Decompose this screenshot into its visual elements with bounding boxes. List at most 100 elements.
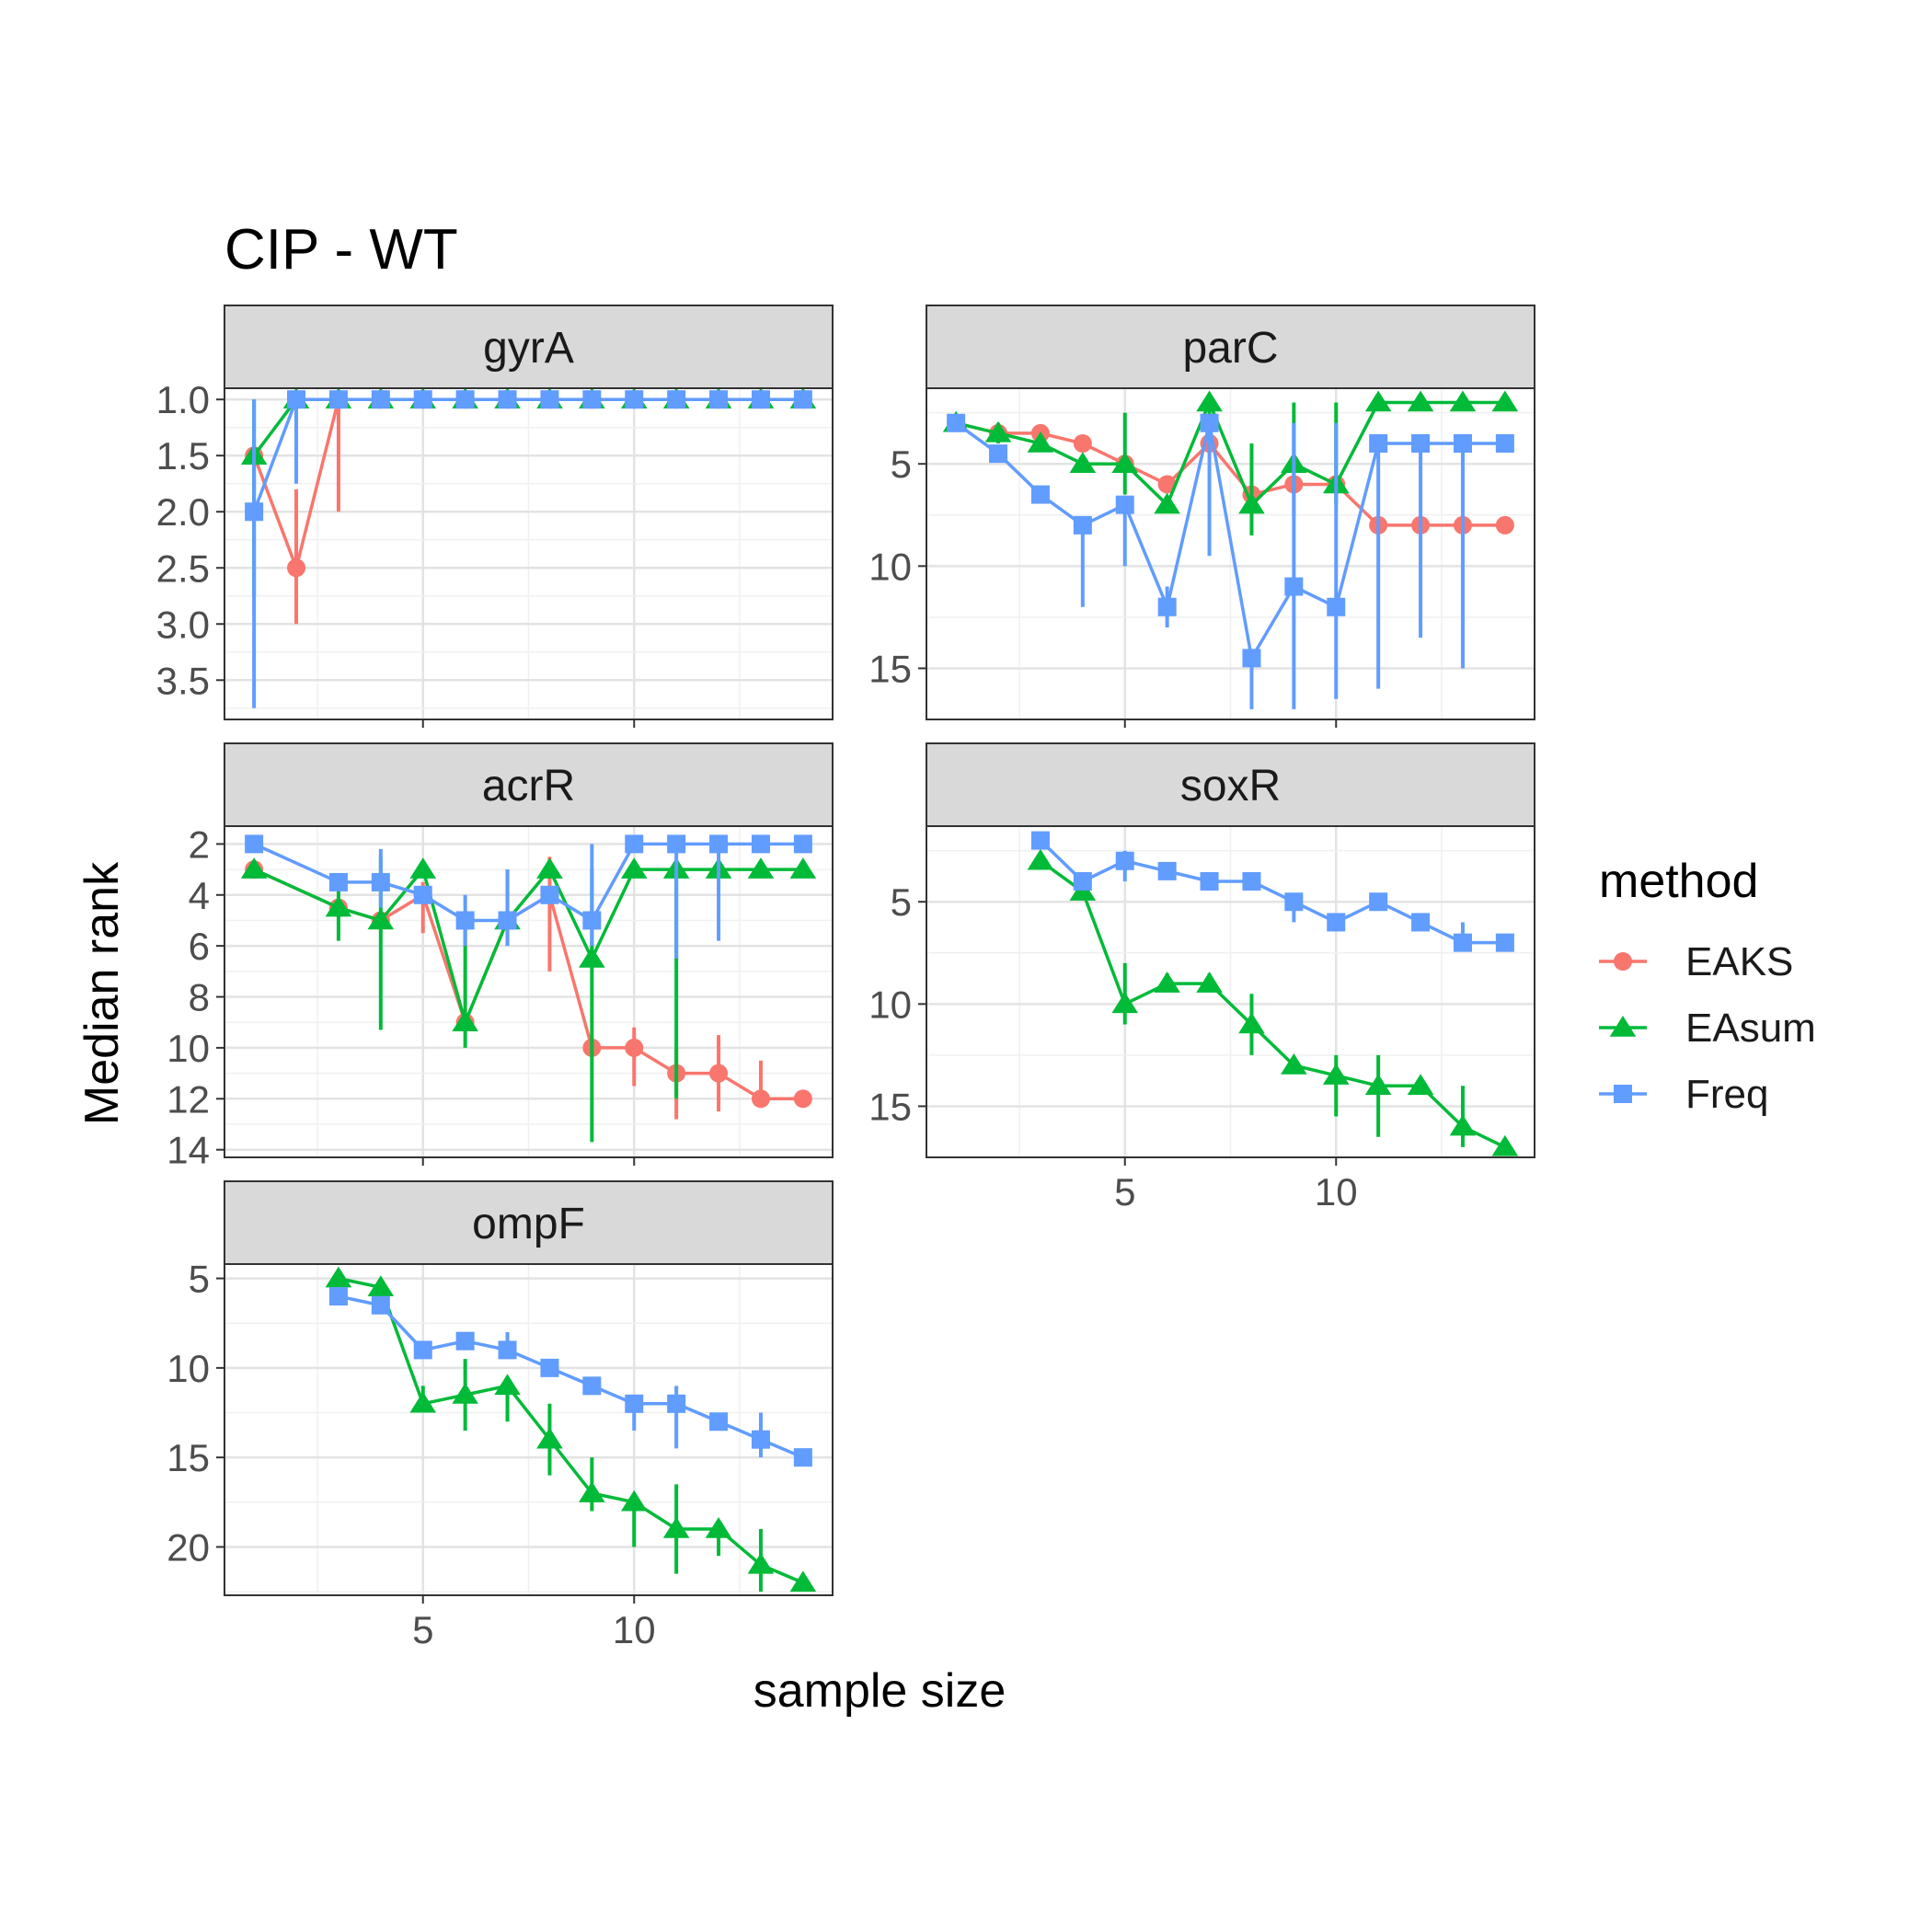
data-point-Freq <box>709 834 729 854</box>
data-point-EAKS <box>287 558 306 578</box>
data-point-EAsum <box>1364 1074 1392 1095</box>
x-tick-label: 5 <box>1114 1170 1135 1213</box>
y-tick-label: 2 <box>189 822 210 866</box>
data-point-EAsum <box>1196 390 1223 412</box>
data-point-EAsum <box>1111 992 1139 1014</box>
data-point-EAsum <box>1196 972 1223 993</box>
panel-acrR: acrR 2 4 6 8 10 12 14 <box>167 742 834 1172</box>
data-point-Freq <box>328 872 348 891</box>
strip-label-ompF: ompF <box>472 1200 585 1248</box>
legend-key-marker <box>1614 952 1632 971</box>
data-point-EAsum <box>579 947 605 968</box>
data-point-Freq <box>582 1376 602 1396</box>
data-point-Freq <box>1157 861 1177 880</box>
plot-content-soxR <box>926 826 1535 1157</box>
panel-soxR: soxR 5 10 15 5 10 <box>868 742 1535 1213</box>
data-point-EAKS <box>793 1089 812 1109</box>
panel-ompF: ompF 5 10 15 20 5 10 <box>167 1180 834 1651</box>
data-point-EAsum <box>1281 1053 1307 1075</box>
data-point-Freq <box>1327 913 1346 932</box>
data-point-EAsum <box>984 420 1012 443</box>
plot-content-acrR <box>224 826 833 1157</box>
data-point-Freq <box>328 1287 348 1306</box>
data-point-Freq <box>582 390 602 409</box>
data-point-Freq <box>328 390 348 409</box>
data-point-Freq <box>245 834 264 854</box>
data-point-Freq <box>989 444 1008 464</box>
data-point-EAsum <box>1154 972 1180 993</box>
legend-key-marker <box>1614 1085 1632 1103</box>
data-point-Freq <box>709 390 729 409</box>
x-tick-label: 5 <box>412 1608 433 1651</box>
data-point-Freq <box>667 1394 686 1413</box>
data-point-Freq <box>1495 434 1514 453</box>
data-point-Freq <box>1453 933 1472 952</box>
x-tick-label: 10 <box>613 1608 656 1651</box>
data-point-EAsum <box>705 1517 732 1538</box>
data-point-EAsum <box>367 908 395 930</box>
data-point-Freq <box>413 885 432 904</box>
data-point-Freq <box>540 390 559 409</box>
data-point-Freq <box>667 390 686 409</box>
data-point-Freq <box>947 413 966 432</box>
y-tick-label: 12 <box>167 1077 210 1121</box>
data-point-EAKS <box>751 1089 770 1109</box>
data-point-Freq <box>751 390 770 409</box>
x-axis-label: sample size <box>753 1664 1006 1718</box>
y-tick-label: 4 <box>189 874 210 917</box>
data-point-Freq <box>413 1340 432 1360</box>
data-point-EAsum <box>1407 1074 1434 1095</box>
series-EAsum-ompF <box>325 1266 817 1593</box>
data-point-Freq <box>455 911 475 930</box>
panel-border-ompF <box>224 1263 834 1596</box>
data-point-Freq <box>1369 434 1388 453</box>
y-tick-label: 1.0 <box>156 378 210 421</box>
data-point-EAsum <box>1238 1012 1265 1034</box>
data-point-EAKS <box>709 1064 729 1083</box>
legend-entry-EAsum: EAsum <box>1599 1006 1816 1051</box>
panel-border-parC <box>926 387 1535 720</box>
data-point-EAsum <box>452 1010 478 1031</box>
data-point-EAsum <box>1449 390 1477 412</box>
series-Freq-acrR <box>245 834 812 959</box>
data-point-EAsum <box>325 1266 352 1288</box>
data-point-Freq <box>793 1448 812 1467</box>
data-point-EAsum <box>536 857 563 879</box>
y-tick-label: 15 <box>167 1436 210 1479</box>
data-point-Freq <box>498 1340 517 1360</box>
data-point-EAsum <box>1027 848 1054 870</box>
y-tick-label: 20 <box>167 1525 210 1569</box>
panel-gyrA: gyrA 1.0 1.5 2.0 2.5 3.0 3.5 <box>156 305 834 728</box>
y-tick-label: 6 <box>189 925 210 968</box>
data-point-EAsum <box>1407 390 1434 412</box>
strip-gyrA <box>224 305 834 389</box>
data-point-Freq <box>1242 649 1261 668</box>
data-point-EAsum <box>325 895 352 917</box>
data-point-Freq <box>1073 515 1092 535</box>
y-tick-label: 5 <box>891 443 912 486</box>
data-point-EAsum <box>1491 1134 1519 1156</box>
data-point-Freq <box>1327 597 1346 616</box>
data-point-EAsum <box>747 857 775 879</box>
data-point-Freq <box>751 1430 770 1449</box>
data-point-Freq <box>1495 933 1514 952</box>
data-point-Freq <box>371 1295 390 1315</box>
legend-label: EAsum <box>1685 1006 1816 1051</box>
data-point-Freq <box>245 502 264 522</box>
data-point-Freq <box>667 834 686 854</box>
strip-soxR <box>926 742 1535 827</box>
data-point-Freq <box>413 390 432 409</box>
data-point-Freq <box>751 834 770 854</box>
data-point-Freq <box>371 390 390 409</box>
legend-entry-Freq: Freq <box>1599 1072 1768 1117</box>
strip-parC <box>926 305 1535 389</box>
y-tick-label: 8 <box>189 976 210 1019</box>
plot-content-parC <box>926 388 1535 719</box>
data-point-Freq <box>793 834 812 854</box>
data-point-Freq <box>498 390 517 409</box>
data-point-Freq <box>1411 913 1431 932</box>
data-point-EAsum <box>1491 390 1519 412</box>
panel-border-soxR <box>926 825 1535 1158</box>
y-tick-label: 15 <box>868 647 912 690</box>
